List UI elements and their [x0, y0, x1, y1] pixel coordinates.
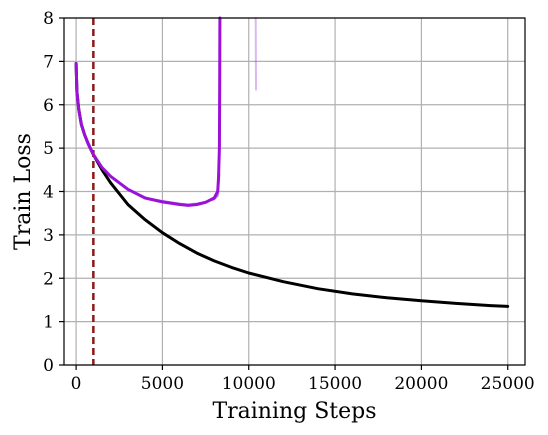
y-tick-label: 2	[43, 269, 54, 289]
tick-labels: 0 5000 10000 15000 20000 25000 0 1 2 3 4 5 6 7 8	[43, 9, 535, 394]
y-tick-label: 5	[43, 139, 54, 159]
y-tick-label: 0	[43, 356, 54, 376]
x-axis-title: Training Steps	[212, 399, 376, 424]
y-tick-label: 7	[43, 52, 54, 72]
x-tick-label: 5000	[141, 374, 184, 394]
y-tick-label: 6	[43, 96, 54, 116]
x-tick-label: 10000	[222, 374, 276, 394]
y-tick-label: 3	[43, 226, 54, 246]
series-line-3	[75, 62, 221, 206]
x-tick-label: 0	[71, 374, 82, 394]
x-tick-label: 20000	[394, 374, 448, 394]
series-line-4	[74, 16, 222, 207]
y-tick-label: 1	[43, 313, 54, 333]
y-tick-label: 8	[43, 9, 54, 29]
series-layer	[74, 16, 510, 308]
series-line-1	[74, 62, 510, 308]
x-tick-label: 25000	[481, 374, 535, 394]
grid	[64, 17, 525, 366]
y-tick-label: 4	[43, 183, 54, 203]
axes	[59, 17, 526, 370]
y-axis-title: Train Loss	[11, 133, 36, 250]
x-tick-label: 15000	[308, 374, 362, 394]
